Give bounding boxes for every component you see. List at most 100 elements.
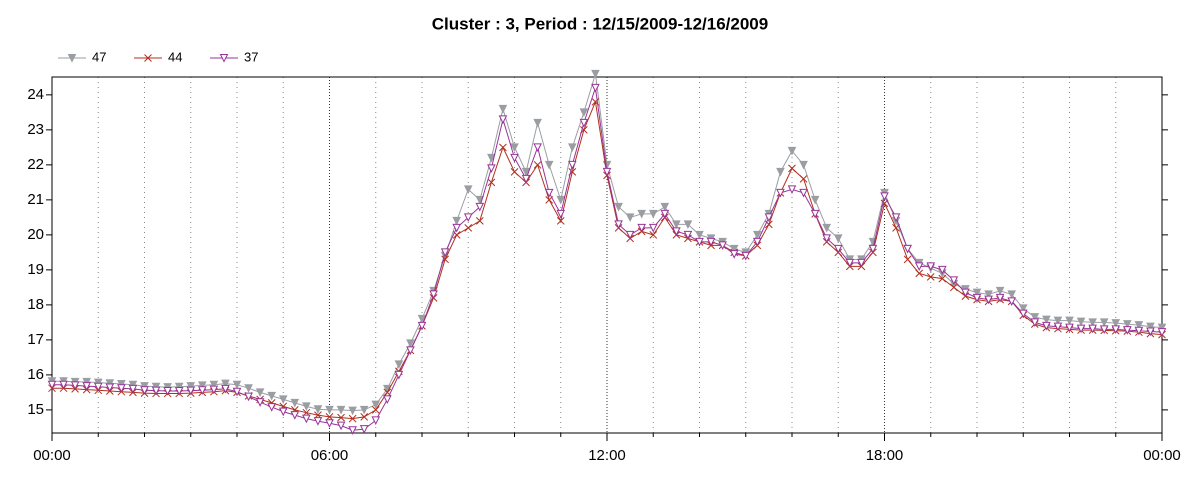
marker	[487, 164, 496, 173]
marker	[961, 288, 970, 298]
marker	[278, 395, 288, 405]
marker	[117, 384, 126, 393]
marker	[822, 234, 831, 243]
marker	[729, 244, 739, 254]
marker	[440, 248, 450, 257]
marker	[221, 384, 230, 394]
marker	[625, 213, 635, 222]
marker	[452, 216, 461, 226]
x-tick-label: 00:00	[1143, 447, 1181, 464]
y-tick-label: 17	[27, 331, 44, 348]
marker	[579, 118, 589, 128]
y-tick-label: 15	[27, 401, 44, 418]
marker	[452, 223, 461, 233]
marker	[833, 244, 843, 254]
marker	[533, 118, 542, 128]
marker	[845, 258, 855, 268]
marker	[903, 255, 912, 264]
marker	[1088, 318, 1097, 328]
marker	[788, 164, 796, 173]
marker	[313, 405, 323, 414]
marker	[1053, 316, 1063, 326]
marker	[371, 416, 381, 426]
marker	[1111, 325, 1121, 335]
marker	[950, 283, 958, 292]
marker	[672, 220, 681, 229]
marker	[510, 143, 519, 152]
marker	[753, 230, 762, 240]
marker	[984, 295, 993, 305]
marker	[972, 288, 982, 298]
marker	[498, 104, 508, 114]
marker	[1076, 317, 1086, 327]
marker	[337, 413, 345, 422]
legend-marker	[67, 54, 77, 63]
marker	[995, 293, 1005, 303]
series-line	[52, 87, 1163, 431]
marker	[475, 217, 484, 225]
marker	[406, 339, 415, 349]
marker	[556, 195, 566, 205]
y-tick-label: 18	[27, 296, 44, 313]
marker	[649, 231, 658, 239]
marker	[938, 265, 947, 275]
marker	[463, 185, 473, 194]
marker	[463, 213, 473, 222]
marker	[556, 217, 565, 225]
marker	[348, 414, 357, 423]
marker	[648, 209, 658, 219]
y-tick-label: 22	[27, 156, 44, 173]
marker	[302, 402, 311, 412]
marker	[1088, 324, 1097, 334]
marker	[105, 383, 115, 393]
marker	[336, 421, 346, 431]
legend-marker	[144, 54, 152, 62]
marker	[359, 405, 369, 415]
marker	[949, 276, 959, 285]
marker	[591, 83, 600, 93]
marker	[255, 398, 265, 407]
marker	[810, 209, 820, 219]
marker	[833, 234, 843, 243]
marker	[568, 160, 577, 170]
marker	[1018, 304, 1028, 314]
marker	[209, 380, 219, 390]
marker	[533, 143, 542, 152]
marker	[325, 419, 334, 428]
marker	[348, 406, 357, 416]
marker	[487, 153, 496, 163]
marker	[741, 251, 751, 261]
marker	[926, 262, 936, 271]
marker	[1053, 322, 1063, 332]
x-tick-label: 12:00	[588, 447, 626, 464]
marker	[163, 386, 172, 396]
marker	[1111, 319, 1121, 328]
marker	[93, 378, 103, 388]
marker	[406, 346, 415, 356]
marker	[799, 175, 808, 183]
marker	[267, 391, 276, 401]
marker	[475, 202, 485, 212]
marker	[938, 274, 947, 283]
marker	[637, 223, 646, 233]
marker	[683, 220, 693, 229]
marker	[776, 188, 785, 198]
marker	[105, 379, 115, 388]
marker	[1042, 315, 1051, 325]
marker	[1065, 316, 1074, 326]
marker	[1146, 327, 1155, 337]
marker	[706, 237, 716, 247]
marker	[1018, 309, 1028, 319]
marker	[753, 237, 762, 247]
marker	[174, 386, 184, 396]
marker	[718, 241, 727, 250]
marker	[290, 398, 300, 408]
marker	[995, 286, 1005, 296]
marker	[926, 273, 935, 281]
marker	[255, 388, 265, 398]
marker	[1065, 323, 1074, 333]
marker	[47, 380, 57, 390]
marker	[232, 380, 242, 390]
marker	[1099, 318, 1109, 328]
